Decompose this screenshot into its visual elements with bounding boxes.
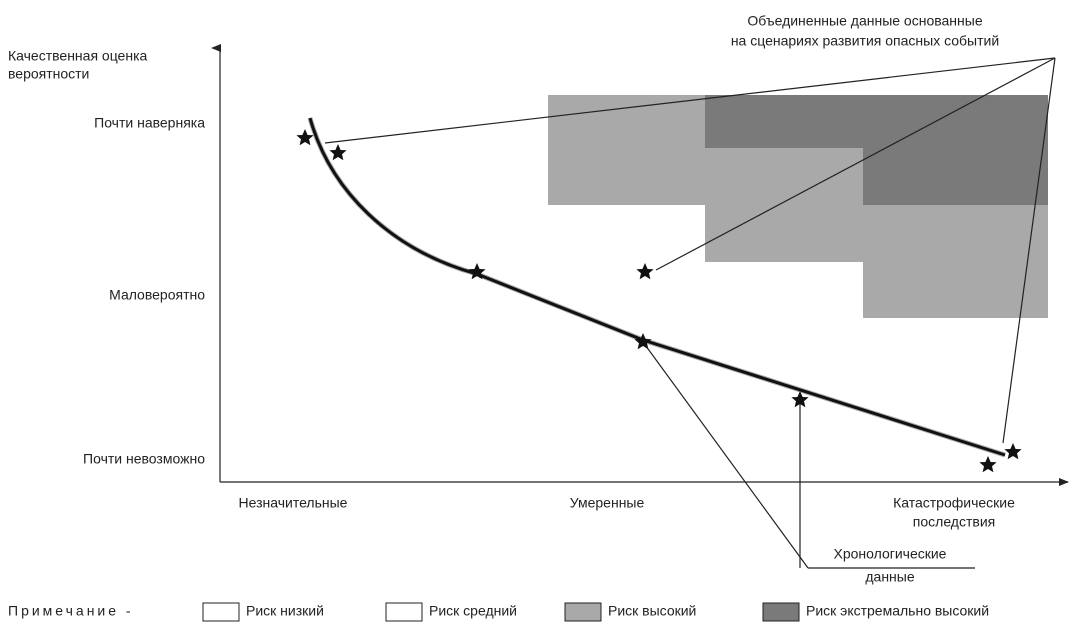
y-axis-title: Качественная оценка <box>8 48 148 64</box>
callout-text: Хронологические <box>834 546 947 562</box>
legend-item: Риск средний <box>429 603 517 619</box>
risk-curve <box>308 117 1006 457</box>
event-star <box>296 129 314 146</box>
callout-line <box>1002 57 1056 444</box>
y-axis-title: вероятности <box>8 66 89 82</box>
callout-text: Объединенные данные основанные <box>747 13 982 29</box>
event-star <box>636 263 654 280</box>
legend-swatch <box>762 602 800 622</box>
legend: Примечание - Риск низкий Риск средний Ри… <box>8 602 989 622</box>
x-level: Незначительные <box>239 495 348 511</box>
legend-label: Примечание - <box>8 603 134 619</box>
callout-text: на сценариях развития опасных событий <box>731 33 999 49</box>
y-level: Почти наверняка <box>94 115 205 131</box>
callout-text: данные <box>865 569 914 585</box>
callout-lines <box>324 57 1056 569</box>
zone-high <box>705 205 1048 262</box>
legend-item: Риск экстремально высокий <box>806 603 989 619</box>
zone-extreme <box>705 95 1048 148</box>
legend-swatch <box>564 602 602 622</box>
risk-zones <box>548 95 1048 318</box>
callout-line <box>642 341 809 569</box>
event-star <box>979 456 997 473</box>
legend-item: Риск низкий <box>246 603 324 619</box>
callout-line <box>324 57 1056 144</box>
x-level: последствия <box>913 514 995 530</box>
callout-line <box>655 57 1056 271</box>
x-level: Катастрофические <box>893 495 1015 511</box>
zone-high <box>863 262 1048 318</box>
zone-extreme <box>863 148 1048 205</box>
y-level: Почти невозможно <box>83 451 205 467</box>
event-star <box>329 144 347 161</box>
x-level: Умеренные <box>570 495 645 511</box>
legend-item: Риск высокий <box>608 603 696 619</box>
legend-swatch <box>385 602 423 622</box>
legend-swatch <box>202 602 240 622</box>
y-level: Маловероятно <box>109 287 205 303</box>
event-star <box>1004 443 1022 460</box>
